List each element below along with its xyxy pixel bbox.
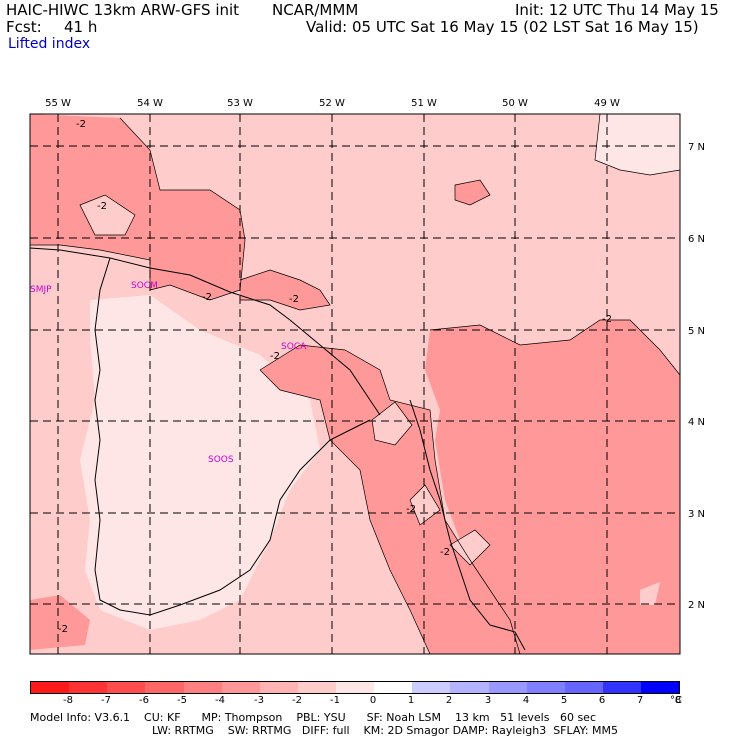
colorbar-swatch [564, 682, 603, 693]
colorbar-swatch [374, 682, 413, 693]
colorbar-swatch [412, 682, 451, 693]
model-info-line2: LW: RRTMG SW: RRTMG DIFF: full KM: 2D Sm… [152, 724, 618, 737]
light-region-west [80, 295, 320, 630]
dark-region-center [260, 345, 520, 654]
fcst-value: 41 h [64, 18, 98, 36]
lat-label: 7 N [688, 142, 705, 153]
colorbar-label: 0 [369, 695, 377, 706]
contour-label: -2 [202, 292, 212, 303]
lon-label: 50 W [502, 98, 528, 109]
colorbar-swatch [259, 682, 298, 693]
colorbar-label: -8 [63, 695, 73, 706]
lon-label: 51 W [411, 98, 437, 109]
colorbar [30, 681, 680, 694]
light-hole-1 [80, 195, 135, 235]
coastlines [29, 247, 526, 651]
map-border [29, 113, 681, 655]
colorbar-swatch [31, 682, 70, 693]
contour-lines [30, 113, 681, 655]
light-hole-4 [450, 530, 490, 565]
lat-label: 4 N [688, 417, 705, 428]
contour-label: -2 [289, 294, 299, 305]
lat-label: 2 N [688, 600, 705, 611]
colorbar-label: 2 [445, 695, 453, 706]
colorbar-label: 7 [636, 695, 644, 706]
valid-time: Valid: 05 UTC Sat 16 May 15 (02 LST Sat … [306, 18, 699, 36]
colorbar-swatch [336, 682, 375, 693]
colorbar-swatch [641, 682, 680, 693]
light-hole-5 [383, 348, 405, 362]
lat-gridlines [30, 145, 680, 605]
dark-region-east [425, 320, 680, 654]
station-socm: SOCM [131, 281, 158, 291]
dark-region-nw [30, 114, 245, 300]
contour-value-labels: -2 -2 -2 -2 -2 -2 -2 -2 -2 [58, 119, 612, 635]
colorbar-label: -3 [254, 695, 264, 706]
colorbar-label: 8 [674, 695, 682, 706]
colorbar-label: -5 [177, 695, 187, 706]
colorbar-swatch [297, 682, 336, 693]
light-hole-2 [372, 402, 412, 445]
field-title: Lifted index [8, 36, 91, 52]
colorbar-swatch [602, 682, 641, 693]
colorbar-unit: °C [670, 695, 682, 706]
colorbar-label: 5 [560, 695, 568, 706]
model-title: HAIC-HIWC 13km ARW-GFS init [6, 1, 240, 19]
fcst-label: Fcst: [6, 18, 42, 36]
station-soos: SOOS [208, 455, 234, 465]
model-info-line1: Model Info: V3.6.1 CU: KF MP: Thompson P… [30, 711, 597, 724]
colorbar-swatch [526, 682, 565, 693]
station-smjp: SMJP [30, 285, 52, 295]
lat-labels: 7 N 6 N 5 N 4 N 3 N 2 N [688, 142, 705, 611]
lon-label: 49 W [594, 98, 620, 109]
contour-label: -2 [440, 547, 450, 558]
colorbar-swatch [488, 682, 527, 693]
init-time: Init: 12 UTC Thu 14 May 15 [515, 1, 719, 19]
station-labels: SMJP SOCM SOCA SOOS [30, 281, 307, 465]
colorbar-swatch [145, 682, 184, 693]
colorbar-label: -1 [330, 695, 340, 706]
contour-label: -2 [270, 351, 280, 362]
light-region-ne [595, 114, 680, 175]
contour-label: -2 [58, 624, 68, 635]
colorbar-swatch [69, 682, 108, 693]
lat-label: 6 N [688, 234, 705, 245]
colorbar-swatch [183, 682, 222, 693]
light-hole-3 [410, 485, 440, 525]
lat-label: 3 N [688, 509, 705, 520]
colorbar-swatch [107, 682, 146, 693]
dark-region-blob [455, 180, 490, 205]
contour-label: -2 [602, 314, 612, 325]
org-label: NCAR/MMM [272, 1, 359, 19]
colorbar-label: 6 [598, 695, 606, 706]
contour-label: -2 [76, 119, 86, 130]
colorbar-label: 4 [522, 695, 530, 706]
colorbar-swatch [450, 682, 489, 693]
colorbar-label: -7 [101, 695, 111, 706]
contour-label: -2 [97, 201, 107, 212]
colorbar-label: 3 [484, 695, 492, 706]
lon-label: 54 W [137, 98, 163, 109]
station-soca: SOCA [281, 342, 307, 352]
colorbar-label: -4 [215, 695, 225, 706]
colorbar-swatch [221, 682, 260, 693]
lon-gridlines [57, 114, 608, 654]
lon-labels: 55 W 54 W 53 W 52 W 51 W 50 W 49 W [45, 98, 620, 109]
lat-label: 5 N [688, 326, 705, 337]
colorbar-label: -6 [139, 695, 149, 706]
light-hole-6 [640, 582, 660, 605]
colorbar-label: 1 [407, 695, 415, 706]
colorbar-label: -2 [292, 695, 302, 706]
contour-label: -2 [406, 504, 416, 515]
lon-label: 52 W [319, 98, 345, 109]
dark-region-sw [30, 595, 90, 650]
lon-label: 53 W [227, 98, 253, 109]
lon-label: 55 W [45, 98, 71, 109]
